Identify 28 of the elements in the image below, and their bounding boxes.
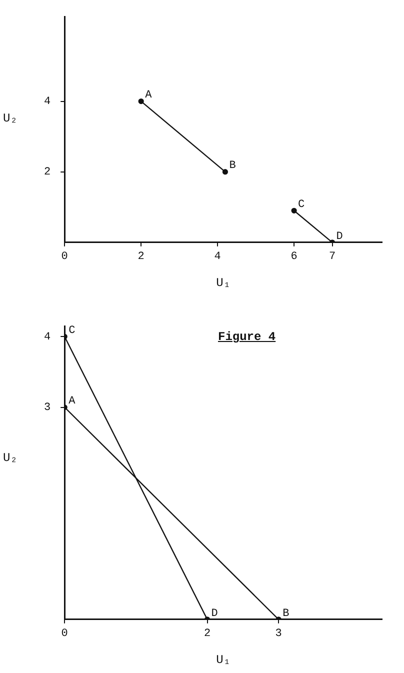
- x-tick-label: 7: [328, 250, 336, 263]
- x-tick-label: 2: [204, 628, 211, 640]
- point: [291, 208, 297, 214]
- x-tick-label: 3: [275, 628, 282, 640]
- x-tick-label: 0: [61, 628, 68, 640]
- annotation: D: [211, 608, 218, 620]
- y-tick-label: 2: [44, 166, 51, 179]
- y-tick-label: 3: [44, 402, 51, 414]
- y-tick-label: 4: [44, 332, 51, 344]
- point: [138, 98, 144, 104]
- chart-title: Figure 4: [218, 330, 276, 344]
- y-axis-title: U₂: [3, 111, 18, 126]
- annotation: B: [282, 608, 290, 620]
- annotation: D: [336, 230, 344, 243]
- annotation: C: [298, 199, 306, 212]
- x-tick-label: 2: [138, 250, 144, 263]
- annotation: A: [145, 90, 152, 102]
- x-tick-label: 4: [214, 250, 222, 263]
- annotation: C: [68, 325, 76, 338]
- y-tick-label: 4: [44, 96, 51, 108]
- x-axis-title: U₁: [216, 652, 231, 667]
- annotation: B: [229, 160, 236, 172]
- point: [222, 169, 228, 175]
- x-axis-title: U₁: [216, 276, 231, 290]
- annotation: A: [68, 396, 76, 408]
- y-axis-title: U₂: [3, 451, 18, 466]
- x-tick-label: 6: [290, 250, 298, 263]
- x-tick-label: 0: [61, 250, 68, 263]
